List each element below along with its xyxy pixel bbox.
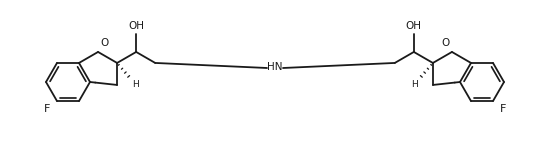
Text: HN: HN [267,62,283,72]
Text: OH: OH [128,21,144,31]
Text: H: H [411,80,417,89]
Text: F: F [500,104,506,114]
Text: F: F [44,104,50,114]
Text: O: O [442,38,450,48]
Text: H: H [133,80,139,89]
Text: O: O [100,38,108,48]
Text: OH: OH [406,21,422,31]
